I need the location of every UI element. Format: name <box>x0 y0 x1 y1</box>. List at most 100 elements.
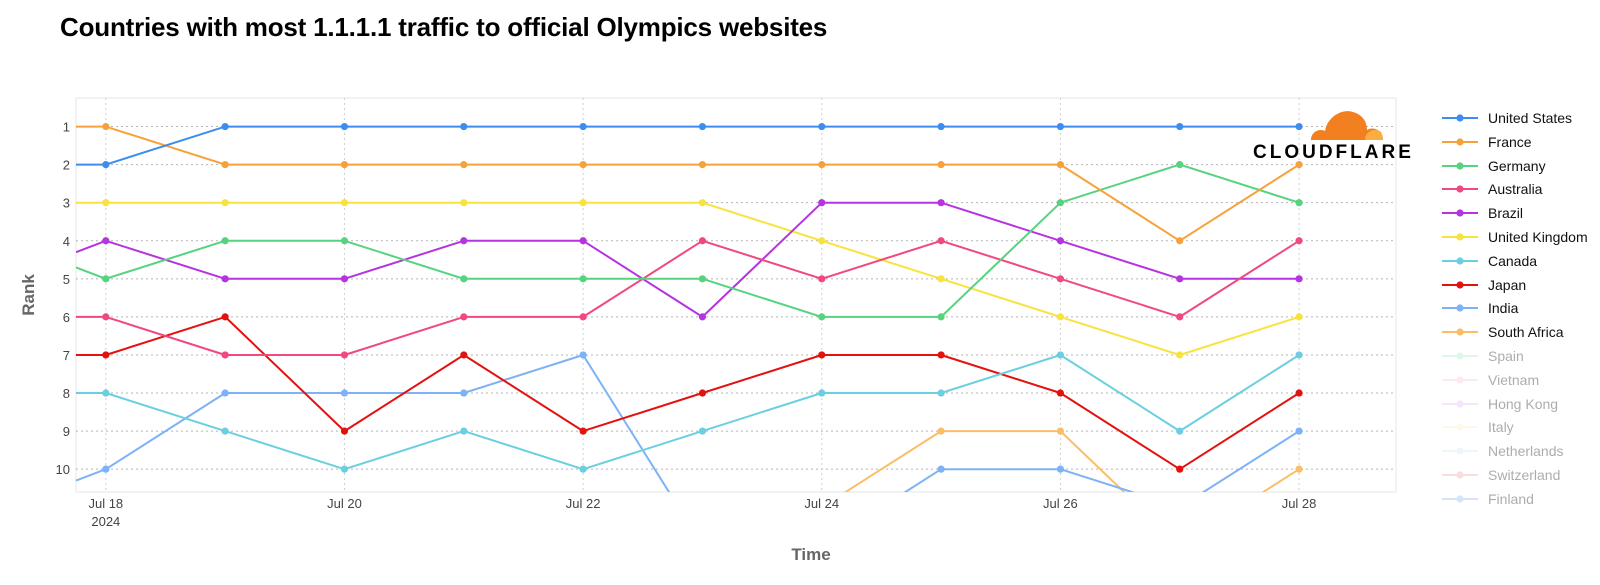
data-point-canada <box>1176 427 1184 435</box>
series-line-canada <box>76 354 1300 471</box>
x-tick-label: Jul 26 <box>1043 496 1078 511</box>
data-point-united-kingdom <box>937 275 945 283</box>
data-point-india <box>1056 465 1065 473</box>
x-axis-title: Time <box>791 545 830 564</box>
series-line-south-africa <box>843 430 1300 492</box>
legend-item-spain[interactable]: Spain <box>1442 346 1600 370</box>
data-point-japan <box>1176 465 1184 473</box>
legend-label: Vietnam <box>1488 371 1540 388</box>
data-point-brazil <box>460 237 468 245</box>
data-point-france <box>698 161 707 169</box>
data-point-united-kingdom <box>698 199 707 207</box>
data-point-canada <box>460 427 468 435</box>
legend-label: India <box>1488 300 1519 317</box>
chart-title: Countries with most 1.1.1.1 traffic to o… <box>60 12 828 42</box>
legend-item-japan[interactable]: Japan <box>1442 275 1600 299</box>
legend-item-hong-kong[interactable]: Hong Kong <box>1442 394 1600 418</box>
data-point-india <box>579 351 587 359</box>
data-point-france <box>460 161 468 169</box>
data-point-germany <box>1295 199 1303 207</box>
data-point-united-kingdom <box>1295 313 1303 321</box>
legend-swatch <box>1442 304 1478 312</box>
data-point-germany <box>937 313 945 321</box>
data-point-united-states <box>698 122 707 131</box>
data-point-united-kingdom <box>102 199 110 207</box>
data-point-france <box>579 161 587 169</box>
legend-item-netherlands[interactable]: Netherlands <box>1442 441 1600 465</box>
data-point-brazil <box>818 199 826 207</box>
data-point-brazil <box>340 275 349 283</box>
legend-swatch <box>1442 399 1478 408</box>
legend-item-vietnam[interactable]: Vietnam <box>1442 370 1600 394</box>
legend-item-brazil[interactable]: Brazil <box>1442 203 1600 227</box>
data-point-germany <box>1056 199 1065 207</box>
legend-label: Germany <box>1488 157 1546 174</box>
data-point-germany <box>460 275 468 283</box>
data-point-japan <box>221 313 229 321</box>
data-point-germany <box>102 275 110 283</box>
data-point-united-kingdom <box>221 199 229 207</box>
plot-area <box>75 97 1397 493</box>
data-point-canada <box>698 427 707 435</box>
data-point-united-states <box>579 122 587 131</box>
series-group <box>76 122 1303 492</box>
legend-item-australia[interactable]: Australia <box>1442 179 1600 203</box>
y-tick-label: 1 <box>63 120 70 135</box>
data-point-india <box>221 389 229 397</box>
data-point-united-kingdom <box>579 199 587 207</box>
data-point-united-states <box>937 122 945 131</box>
data-point-united-states <box>460 122 468 131</box>
data-point-france <box>102 122 110 131</box>
legend-item-italy[interactable]: Italy <box>1442 417 1600 441</box>
x-tick-label: Jul 24 <box>804 496 839 511</box>
legend-swatch <box>1442 447 1478 455</box>
data-point-germany <box>221 237 229 245</box>
data-point-australia <box>937 237 945 245</box>
data-point-france <box>1295 161 1303 169</box>
data-point-japan <box>579 427 587 435</box>
y-axis-title: Rank <box>19 274 38 316</box>
data-point-australia <box>102 313 110 321</box>
legend-label: United Kingdom <box>1488 228 1588 245</box>
data-point-south-africa <box>1056 427 1065 435</box>
legend-item-south-africa[interactable]: South Africa <box>1442 322 1600 346</box>
legend-item-united-states[interactable]: United States <box>1442 108 1600 132</box>
legend-label: Finland <box>1488 490 1534 505</box>
legend-item-germany[interactable]: Germany <box>1442 156 1600 180</box>
legend-item-canada[interactable]: Canada <box>1442 251 1600 275</box>
legend-label: United States <box>1488 110 1573 126</box>
legend-label: Japan <box>1488 276 1527 293</box>
data-point-australia <box>1056 275 1065 283</box>
data-point-united-kingdom <box>1176 351 1184 359</box>
series-line-united-kingdom <box>76 201 1300 356</box>
legend-label: France <box>1488 133 1532 150</box>
data-point-united-states <box>102 161 110 169</box>
legend-item-india[interactable]: India <box>1442 298 1600 322</box>
data-point-canada <box>340 465 349 473</box>
y-tick-label: 6 <box>63 310 70 325</box>
data-point-south-africa <box>937 427 945 435</box>
series-line-united-states <box>76 125 1300 166</box>
data-point-united-states <box>1056 122 1065 131</box>
legend-item-united-kingdom[interactable]: United Kingdom <box>1442 227 1600 251</box>
legend-swatch <box>1442 185 1478 193</box>
data-point-canada <box>818 389 826 397</box>
legend-swatch <box>1442 352 1478 360</box>
legend-label: South Africa <box>1488 324 1564 341</box>
data-point-india <box>102 465 110 473</box>
data-point-germany <box>579 275 587 283</box>
legend-item-france[interactable]: France <box>1442 132 1600 156</box>
data-point-australia <box>221 351 229 359</box>
data-point-france <box>1176 237 1184 245</box>
legend-swatch <box>1442 328 1478 336</box>
data-point-australia <box>340 351 349 359</box>
legend-item-finland[interactable]: Finland <box>1442 489 1600 505</box>
series-line-japan <box>76 315 1300 471</box>
legend-label: Hong Kong <box>1488 395 1559 412</box>
data-point-japan <box>818 351 826 359</box>
data-point-australia <box>818 275 826 283</box>
data-point-germany <box>340 237 349 245</box>
legend-swatch <box>1442 280 1478 289</box>
data-point-germany <box>1176 161 1184 169</box>
legend-item-switzerland[interactable]: Switzerland <box>1442 465 1600 489</box>
